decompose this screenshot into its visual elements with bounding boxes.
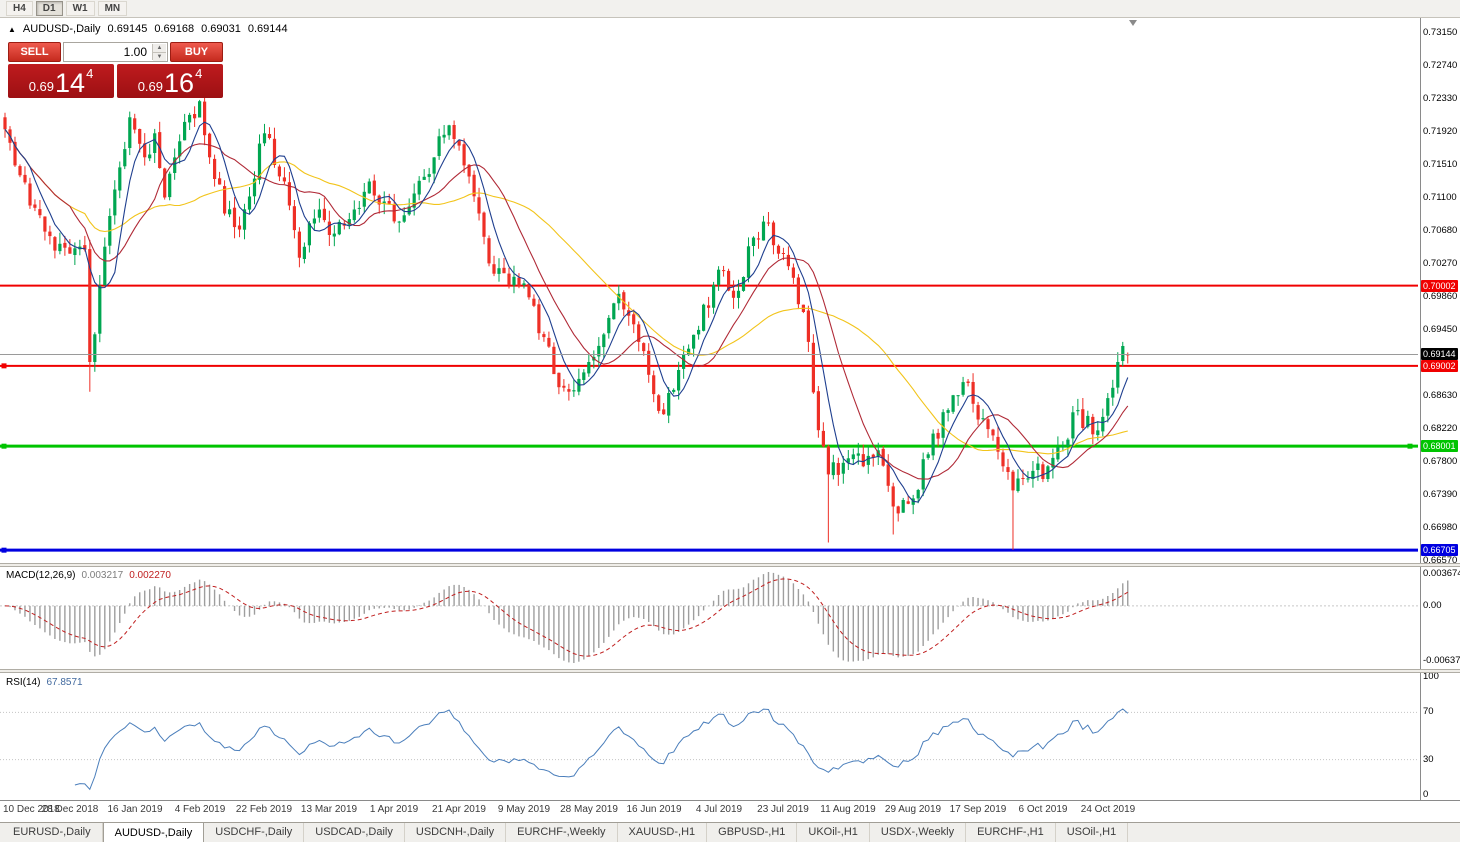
chart-shift-marker-icon[interactable] (1129, 20, 1137, 26)
macd-main-value: 0.003217 (81, 570, 124, 581)
timeframe-toolbar: H4 D1 W1 MN (0, 0, 1460, 18)
rsi-line (74, 708, 1129, 791)
ohlc-low: 0.69031 (201, 23, 241, 35)
chart-title: ▲ AUDUSD-,Daily 0.69145 0.69168 0.69031 … (8, 23, 288, 35)
buy-price-sup: 4 (195, 66, 203, 81)
tab-usdcad-daily[interactable]: USDCAD-,Daily (304, 823, 405, 842)
buy-price-button[interactable]: 0.69 16 4 (117, 64, 223, 98)
ma-14-line (4, 128, 1129, 480)
sell-price-big: 14 (55, 68, 86, 98)
tab-audusd-daily[interactable]: AUDUSD-,Daily (102, 822, 205, 842)
rsi-name: RSI(14) (6, 677, 41, 688)
macd-signal-line (4, 578, 1129, 657)
chart-symbol-title: AUDUSD-,Daily (22, 23, 101, 35)
tab-usdchf-daily[interactable]: USDCHF-,Daily (204, 823, 305, 842)
macd-name: MACD(12,26,9) (6, 570, 76, 581)
ma-6-line (4, 121, 1129, 503)
chart-tabs-bar: EURUSD-,Daily AUDUSD-,Daily USDCHF-,Daily U… (0, 822, 1460, 842)
volume-input[interactable]: 1.00 ▲ ▼ (63, 42, 168, 62)
price-axis-separator (1420, 18, 1421, 800)
candlestick-series (3, 90, 1130, 550)
symbol-marker-icon: ▲ (8, 24, 16, 34)
spin-down-icon[interactable]: ▼ (153, 53, 166, 61)
volume-spinner[interactable]: ▲ ▼ (152, 44, 166, 61)
sell-button[interactable]: SELL (8, 42, 61, 62)
tab-gbpusd-h1[interactable]: GBPUSD-,H1 (707, 823, 798, 842)
timeframe-d1-button[interactable]: D1 (35, 1, 63, 16)
rsi-value: 67.8571 (46, 677, 83, 688)
trade-panel-prices: 0.69 14 4 0.69 16 4 (8, 64, 223, 98)
ohlc-high: 0.69168 (154, 23, 195, 35)
volume-value: 1.00 (123, 45, 147, 59)
trade-panel-controls: SELL 1.00 ▲ ▼ BUY (8, 42, 223, 62)
tab-usdx-weekly[interactable]: USDX-,Weekly (870, 823, 967, 842)
tab-xauusd-h1[interactable]: XAUUSD-,H1 (618, 823, 708, 842)
timeframe-h4-button[interactable]: H4 (6, 1, 33, 16)
buy-price-prefix: 0.69 (137, 79, 164, 94)
sell-price-prefix: 0.69 (28, 79, 55, 94)
tab-ukoil-h1[interactable]: UKOil-,H1 (797, 823, 870, 842)
tab-eurusd-daily[interactable]: EURUSD-,Daily (2, 823, 103, 842)
tab-usoil-h1[interactable]: USOil-,H1 (1056, 823, 1129, 842)
macd-histogram (9, 572, 1129, 663)
sell-price-sup: 4 (86, 66, 94, 81)
sell-price-button[interactable]: 0.69 14 4 (8, 64, 114, 98)
tab-eurchf-h1[interactable]: EURCHF-,H1 (966, 823, 1056, 842)
macd-signal-value: 0.002270 (129, 570, 171, 581)
rsi-panel-splitter[interactable] (0, 669, 1460, 673)
macd-indicator-label: MACD(12,26,9) 0.003217 0.002270 (6, 570, 171, 581)
buy-price-big: 16 (164, 68, 195, 98)
rsi-indicator-label: RSI(14) 67.8571 (6, 677, 83, 688)
horizontal-price-lines[interactable] (0, 284, 1418, 553)
tab-eurchf-weekly[interactable]: EURCHF-,Weekly (506, 823, 618, 842)
macd-panel-splitter[interactable] (0, 563, 1460, 567)
timeframe-mn-button[interactable]: MN (97, 1, 128, 16)
timeframe-w1-button[interactable]: W1 (65, 1, 95, 16)
date-axis-separator (0, 800, 1460, 801)
tab-usdcnh-daily[interactable]: USDCNH-,Daily (405, 823, 507, 842)
ohlc-open: 0.69145 (107, 23, 148, 35)
one-click-trading-panel: SELL 1.00 ▲ ▼ BUY 0.69 14 4 0.69 16 4 (8, 42, 223, 98)
buy-button[interactable]: BUY (170, 42, 223, 62)
ma-34-line (4, 128, 1128, 455)
ohlc-close: 0.69144 (247, 23, 288, 35)
spin-up-icon[interactable]: ▲ (153, 44, 166, 53)
